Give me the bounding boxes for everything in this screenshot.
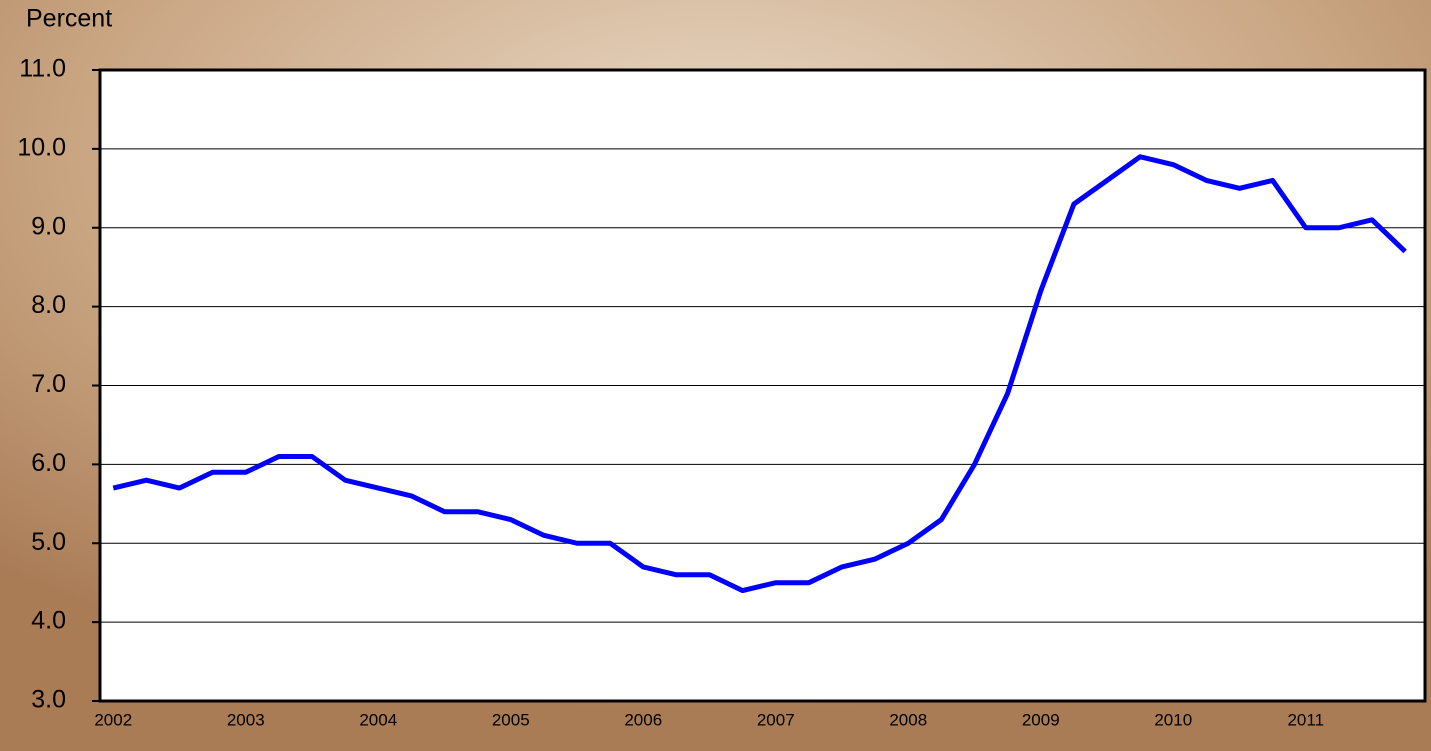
plot-border (98, 68, 1427, 703)
x-tick-label: 2011 (1287, 710, 1324, 729)
line (112, 154, 1407, 594)
y-tick-label: 4.0 (31, 607, 66, 635)
y-tick-label: 9.0 (31, 212, 66, 240)
x-tick-label: 2009 (1022, 710, 1060, 729)
x-tick-label: 2006 (624, 710, 662, 729)
x-tick-label: 2010 (1154, 710, 1192, 729)
y-tick-label: 3.0 (31, 686, 66, 714)
x-tick-label: 2005 (492, 710, 530, 729)
x-tick-label: 2007 (757, 710, 795, 729)
y-tick-label: 6.0 (31, 449, 66, 477)
y-tick-label: 10.0 (17, 133, 66, 161)
x-tick-label: 2002 (94, 710, 132, 729)
x-tick-label: 2004 (359, 710, 397, 729)
y-tick-label: 5.0 (31, 528, 66, 556)
x-tick-label: 2003 (227, 710, 265, 729)
y-tick-label: 8.0 (31, 291, 66, 319)
y-tick-label: 11.0 (19, 55, 66, 83)
y-tick-label: 7.0 (31, 370, 66, 398)
y-axis-title: Percent (26, 5, 112, 33)
x-tick-label: 2008 (889, 710, 927, 729)
